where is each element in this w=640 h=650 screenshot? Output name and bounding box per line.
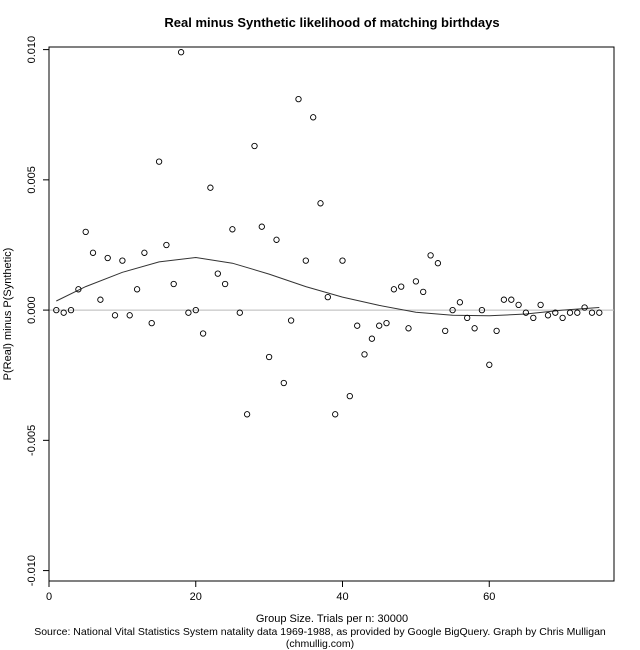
y-tick-label: 0.005 [26, 166, 38, 194]
x-tick-label: 60 [483, 591, 495, 603]
data-point [258, 223, 265, 230]
data-points [53, 49, 603, 418]
data-point [67, 306, 75, 314]
data-point [324, 293, 331, 301]
data-point [383, 319, 390, 327]
data-point [442, 327, 449, 335]
data-point [361, 351, 368, 358]
data-point [97, 296, 104, 303]
data-point [493, 327, 500, 335]
data-point [456, 299, 464, 306]
x-tick-label: 40 [336, 591, 348, 603]
data-point [317, 200, 324, 207]
data-point [566, 309, 574, 316]
data-point [207, 184, 214, 191]
data-point [111, 312, 119, 319]
data-point [265, 353, 273, 361]
data-point [412, 278, 420, 285]
data-point [420, 288, 427, 296]
data-point [280, 379, 287, 387]
data-point [89, 249, 97, 256]
data-point [398, 283, 405, 290]
data-point [405, 325, 412, 332]
data-point [273, 236, 280, 243]
data-point [229, 226, 236, 233]
data-point [104, 254, 111, 262]
data-point [588, 309, 596, 316]
data-point [471, 325, 478, 332]
data-point [508, 296, 515, 303]
data-point [295, 95, 302, 103]
x-tick-label: 20 [190, 591, 202, 603]
data-point [581, 304, 588, 311]
data-point [596, 309, 603, 316]
data-point [243, 411, 251, 418]
data-point [310, 114, 317, 121]
data-point [544, 312, 552, 319]
x-tick-label: 0 [46, 591, 52, 603]
data-point [449, 306, 456, 314]
data-point [368, 335, 376, 342]
smoothed-trend-line [56, 256, 600, 317]
data-point [126, 312, 133, 319]
data-point [163, 241, 170, 249]
data-point [522, 309, 530, 316]
data-point [332, 411, 339, 418]
data-point [478, 306, 486, 314]
data-point [133, 286, 141, 293]
data-point [119, 257, 126, 264]
x-axis: 0 20 40 60 [46, 580, 495, 603]
data-point [148, 319, 155, 327]
data-point [214, 270, 221, 277]
data-point [376, 322, 383, 329]
data-point [236, 309, 243, 316]
data-point [464, 314, 471, 322]
data-point [339, 257, 346, 264]
y-axis-label: P(Real) minus P(Synthetic) [2, 248, 14, 381]
data-point [170, 280, 177, 288]
data-point [199, 330, 207, 337]
chart-title: Real minus Synthetic likelihood of match… [164, 15, 499, 30]
data-point [192, 306, 199, 314]
data-point [60, 309, 67, 316]
data-point [390, 286, 398, 293]
data-point [185, 309, 192, 316]
data-point [346, 392, 353, 400]
data-point [354, 322, 361, 329]
data-point [574, 309, 581, 316]
data-point [486, 361, 493, 368]
data-point [75, 286, 82, 293]
data-point [515, 301, 522, 309]
y-tick-label: -0.010 [26, 555, 38, 586]
data-point [302, 257, 309, 264]
data-point [530, 314, 537, 322]
y-axis: -0.010 -0.005 0.000 0.005 0.010 [26, 36, 50, 586]
data-point [221, 280, 229, 288]
data-point [82, 228, 89, 236]
data-point [559, 314, 566, 322]
data-point [177, 49, 185, 56]
data-point [251, 142, 258, 150]
data-point [434, 260, 442, 267]
data-point [287, 317, 295, 324]
data-point [500, 296, 508, 303]
data-point [552, 309, 559, 316]
source-caption: Source: National Vital Statistics System… [34, 626, 606, 650]
x-axis-label: Group Size. Trials per n: 30000 [256, 613, 408, 625]
y-tick-label: 0.000 [26, 296, 38, 324]
data-point [155, 158, 163, 165]
y-tick-label: 0.010 [26, 36, 38, 64]
y-tick-label: -0.005 [26, 425, 38, 456]
data-point [537, 301, 544, 309]
data-point [427, 252, 434, 259]
data-point [53, 306, 60, 314]
data-point [141, 249, 148, 256]
